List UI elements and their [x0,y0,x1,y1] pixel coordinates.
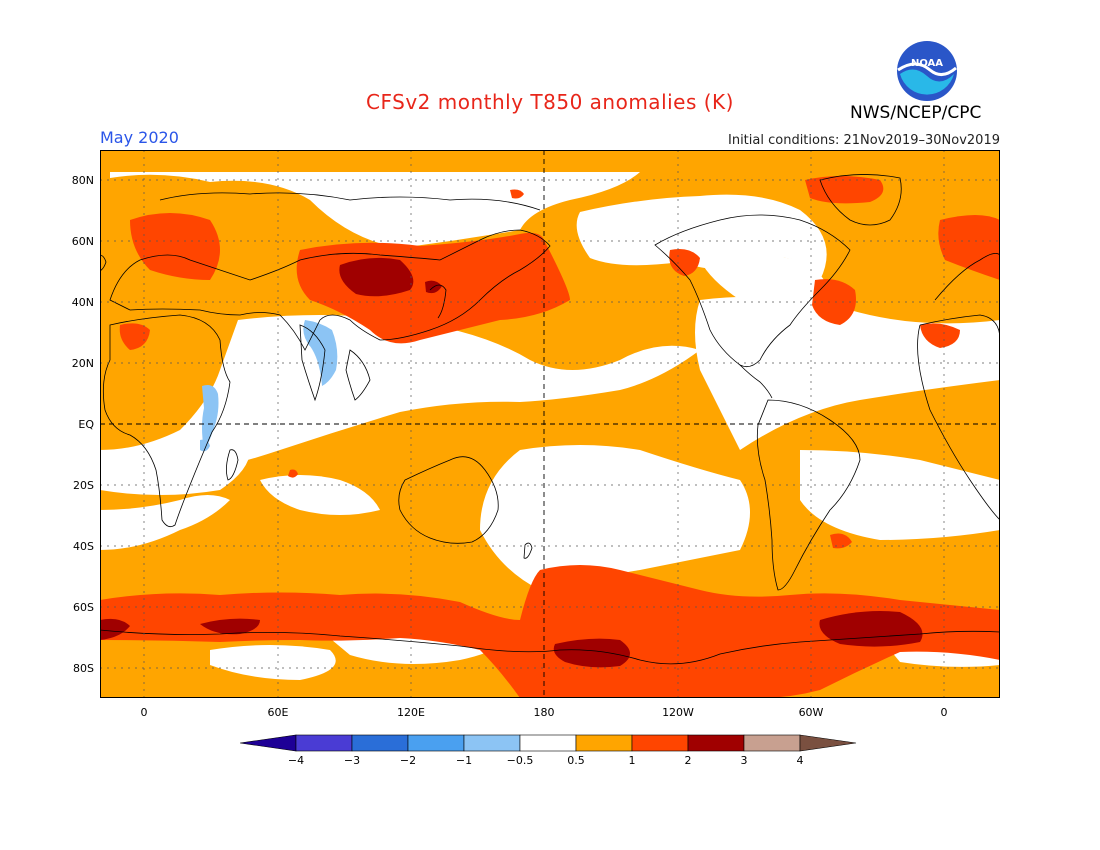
legend-swatch [799,734,857,752]
legend-label: −4 [288,754,304,767]
y-tick-label: 60S [73,601,94,614]
legend-label: −1 [456,754,472,767]
legend-swatch [295,734,353,752]
legend-swatch [519,734,577,752]
hot-anomaly-regions [100,257,923,668]
graticule-gridlines [100,150,1000,698]
x-tick-label: 0 [941,706,948,719]
anomaly-map [100,150,1000,698]
logo-text: NOAA [911,58,943,69]
y-tick-label: 40S [73,540,94,553]
neutral-anomaly-regions [100,172,1000,680]
legend-swatch [407,734,465,752]
legend-swatch [575,734,633,752]
legend-swatch [351,734,409,752]
initial-conditions-label: Initial conditions: 21Nov2019–30Nov2019 [728,133,1000,148]
x-tick-label: 60W [799,706,824,719]
warm-anomaly-regions [100,176,1000,698]
y-tick-label: EQ [78,418,94,431]
y-tick-label: 40N [72,296,94,309]
x-tick-label: 120E [397,706,425,719]
x-tick-label: 180 [534,706,555,719]
x-tick-label: 0 [141,706,148,719]
coastline-outlines [100,174,1000,665]
map-title: CFSv2 monthly T850 anomalies (K) [366,90,734,114]
legend-label: 1 [629,754,636,767]
agency-label: NWS/NCEP/CPC [850,103,982,123]
legend-label: 2 [685,754,692,767]
legend-label: −0.5 [507,754,534,767]
equator-dateline [100,150,1000,698]
y-tick-label: 80N [72,174,94,187]
y-tick-label: 80S [73,662,94,675]
legend-label: 4 [797,754,804,767]
y-tick-label: 20N [72,357,94,370]
legend-swatch [240,734,297,752]
x-tick-label: 60E [268,706,289,719]
legend-swatch [687,734,745,752]
y-tick-label: 20S [73,479,94,492]
x-tick-label: 120W [662,706,694,719]
legend-label: −3 [344,754,360,767]
legend-swatch [743,734,801,752]
legend-label: 0.5 [567,754,585,767]
valid-month-label: May 2020 [100,128,179,147]
legend-swatch [631,734,689,752]
legend-swatch [463,734,521,752]
noaa-logo-icon: NOAA [897,41,957,101]
y-tick-label: 60N [72,235,94,248]
color-legend: −4 −3 −2 −1 −0.5 0.5 1 2 3 4 [240,734,857,767]
legend-label: −2 [400,754,416,767]
legend-label: 3 [741,754,748,767]
